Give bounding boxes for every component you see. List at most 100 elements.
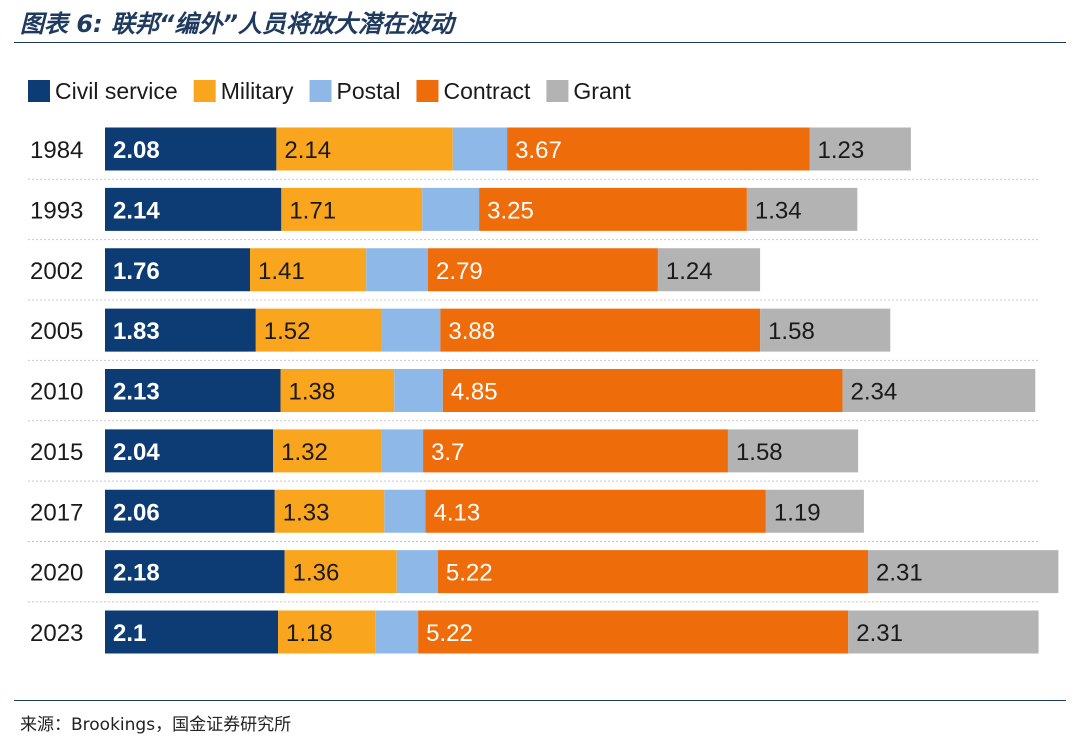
bar-segment-grant <box>765 489 864 533</box>
bar-segment-postal <box>375 610 419 654</box>
bar-value-label: 5.22 <box>446 560 493 587</box>
bar-segment-grant <box>809 127 911 171</box>
bar-segment-contract <box>507 127 810 171</box>
bar-value-label: 1.41 <box>258 258 305 285</box>
year-label: 2010 <box>30 379 83 406</box>
bar-value-label: 5.22 <box>426 620 473 647</box>
bar-segment-contract <box>437 550 869 594</box>
bar-segment-contract <box>442 369 843 412</box>
bar-segment-civil-service <box>105 127 277 171</box>
page-title: 图表 6: 联邦“编外”人员将放大潜在波动 <box>20 10 454 38</box>
bar-value-label: 2.04 <box>113 439 160 466</box>
bar-segment-postal <box>396 550 438 594</box>
bar-value-label: 1.71 <box>289 197 336 224</box>
bar-segment-contract <box>479 187 747 231</box>
bar-segment-civil-service <box>105 610 279 654</box>
bar-segment-military <box>280 369 395 412</box>
bar-segment-postal <box>394 369 443 412</box>
bar-segment-military <box>276 127 453 171</box>
bar-value-label: 1.32 <box>281 439 328 466</box>
bottom-divider <box>14 700 1066 701</box>
bar-value-label: 1.38 <box>289 379 336 406</box>
bar-segment-civil-service <box>105 248 251 292</box>
bar-segment-contract <box>440 308 761 352</box>
bar-value-label: 3.67 <box>515 137 562 164</box>
bar-segment-military <box>281 187 423 231</box>
bar-value-label: 1.34 <box>755 197 802 224</box>
bar-value-label: 2.31 <box>856 620 903 647</box>
legend-swatch-military <box>193 80 216 102</box>
bar-segment-military <box>284 550 397 594</box>
bar-segment-military <box>274 489 385 533</box>
bar-value-label: 2.31 <box>876 560 923 587</box>
bar-segment-postal <box>381 308 441 352</box>
bar-segment-military <box>255 308 382 352</box>
bar-value-label: 3.25 <box>487 197 534 224</box>
bar-value-label: 1.23 <box>818 137 865 164</box>
bar-segment-contract <box>418 610 849 654</box>
bar-value-label: 3.7 <box>431 439 464 466</box>
bar-segment-postal <box>384 489 426 533</box>
top-divider <box>14 42 1066 43</box>
bar-segment-civil-service <box>105 489 275 533</box>
bar-value-label: 2.79 <box>436 258 483 285</box>
bar-value-label: 4.13 <box>434 499 481 526</box>
bar-segment-grant <box>727 429 859 473</box>
bar-value-label: 1.76 <box>113 258 160 285</box>
legend-label-postal: Postal <box>337 78 401 104</box>
bar-segment-postal <box>452 127 508 171</box>
bar-segment-contract <box>428 248 658 292</box>
bar-value-label: 1.58 <box>736 439 783 466</box>
bar-value-label: 3.88 <box>448 318 495 345</box>
year-label: 2023 <box>30 620 83 647</box>
bar-value-label: 1.58 <box>768 318 815 345</box>
legend-label-military: Military <box>221 78 294 104</box>
bar-segment-grant <box>760 308 891 352</box>
bar-value-label: 1.18 <box>286 620 333 647</box>
bar-value-label: 2.13 <box>113 379 160 406</box>
year-label: 1993 <box>30 197 83 224</box>
bar-value-label: 4.85 <box>451 379 498 406</box>
bar-value-label: 1.36 <box>293 560 340 587</box>
year-label: 2002 <box>30 258 83 285</box>
bar-segment-contract <box>423 429 728 473</box>
legend-label-civil-service: Civil service <box>55 78 178 104</box>
bar-value-label: 2.34 <box>850 379 897 406</box>
bar-segment-civil-service <box>105 550 285 594</box>
source-note: 来源：Brookings，国金证券研究所 <box>20 715 292 735</box>
legend-swatch-grant <box>546 80 569 102</box>
bar-segment-postal <box>366 248 429 292</box>
bar-segment-grant <box>842 369 1036 412</box>
bar-segment-postal <box>381 429 424 473</box>
legend-swatch-postal <box>309 80 332 102</box>
legend-label-contract: Contract <box>443 78 531 104</box>
bar-value-label: 1.33 <box>283 499 330 526</box>
bar-value-label: 1.19 <box>774 499 821 526</box>
bar-segment-military <box>250 248 367 292</box>
bar-value-label: 2.14 <box>113 197 160 224</box>
year-label: 2017 <box>30 499 83 526</box>
bar-segment-grant <box>868 550 1059 594</box>
year-label: 2015 <box>30 439 83 466</box>
bar-value-label: 2.14 <box>284 137 331 164</box>
bar-value-label: 1.24 <box>666 258 713 285</box>
year-label: 1984 <box>30 137 83 164</box>
bar-value-label: 2.08 <box>113 137 160 164</box>
year-label: 2005 <box>30 318 83 345</box>
bar-segment-civil-service <box>105 187 282 231</box>
legend-label-grant: Grant <box>573 78 631 104</box>
bar-value-label: 2.06 <box>113 499 160 526</box>
bar-value-label: 2.18 <box>113 560 160 587</box>
bar-value-label: 1.83 <box>113 318 160 345</box>
bar-value-label: 2.1 <box>113 620 146 647</box>
bar-segment-contract <box>425 489 766 533</box>
bar-segment-civil-service <box>105 308 256 352</box>
legend-swatch-civil-service <box>28 80 50 102</box>
year-label: 2020 <box>30 560 83 587</box>
bar-segment-military <box>278 610 376 654</box>
bar-segment-civil-service <box>105 429 274 473</box>
bar-segment-grant <box>657 248 761 292</box>
legend-swatch-contract <box>416 80 439 102</box>
bar-value-label: 1.52 <box>264 318 311 345</box>
